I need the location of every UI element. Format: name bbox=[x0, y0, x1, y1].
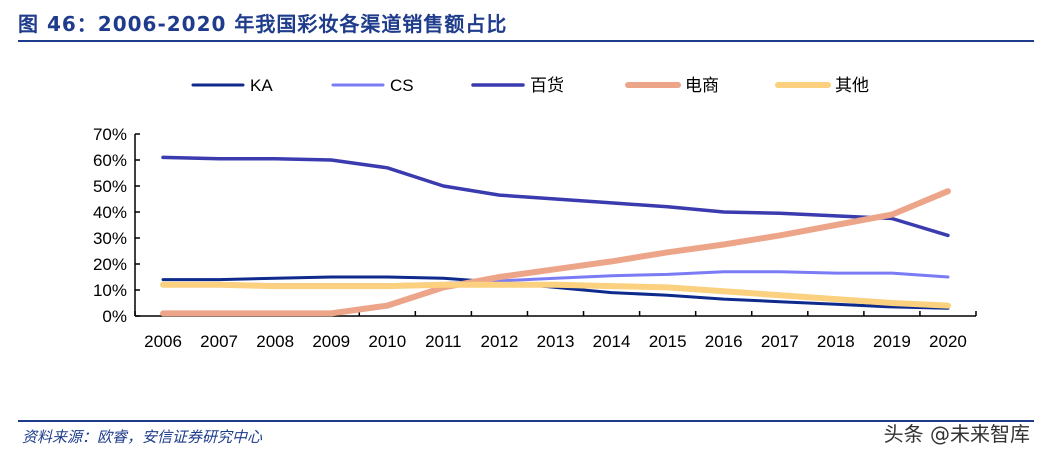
legend-label: KA bbox=[250, 76, 273, 95]
title-divider bbox=[18, 40, 1034, 42]
x-tick-label: 2008 bbox=[256, 332, 294, 351]
legend-label: 其他 bbox=[835, 76, 869, 95]
x-tick-label: 2010 bbox=[368, 332, 406, 351]
x-tick-label: 2019 bbox=[873, 332, 911, 351]
y-tick-label: 50% bbox=[93, 177, 127, 196]
x-tick-label: 2007 bbox=[200, 332, 238, 351]
x-tick-label: 2018 bbox=[817, 332, 855, 351]
series-line-电商 bbox=[160, 188, 951, 317]
watermark: 头条 @未来智库 bbox=[883, 422, 1030, 446]
x-tick-label: 2013 bbox=[537, 332, 575, 351]
y-tick-label: 10% bbox=[93, 281, 127, 300]
figure-title: 图 46：2006-2020 年我国彩妆各渠道销售额占比 bbox=[18, 12, 508, 36]
y-tick-label: 30% bbox=[93, 229, 127, 248]
legend-label: CS bbox=[390, 76, 414, 95]
x-tick-label: 2011 bbox=[425, 332, 462, 351]
series-line-KA bbox=[161, 275, 950, 310]
x-tick-label: 2012 bbox=[481, 332, 519, 351]
y-tick-label: 0% bbox=[102, 307, 127, 326]
y-tick-label: 60% bbox=[93, 151, 127, 170]
legend-label: 电商 bbox=[685, 76, 719, 95]
y-tick-label: 20% bbox=[93, 255, 127, 274]
x-tick-label: 2020 bbox=[929, 332, 967, 351]
x-tick-label: 2016 bbox=[705, 332, 743, 351]
x-tick-label: 2006 bbox=[144, 332, 182, 351]
source-note: 资料来源：欧睿，安信证券研究中心 bbox=[22, 428, 263, 446]
source-divider bbox=[18, 420, 1034, 422]
x-tick-label: 2015 bbox=[649, 332, 687, 351]
x-tick-label: 2017 bbox=[761, 332, 799, 351]
y-tick-label: 40% bbox=[93, 203, 127, 222]
x-tick-label: 2009 bbox=[312, 332, 350, 351]
legend-label: 百货 bbox=[530, 76, 564, 95]
y-tick-label: 70% bbox=[93, 125, 127, 144]
x-tick-label: 2014 bbox=[593, 332, 631, 351]
